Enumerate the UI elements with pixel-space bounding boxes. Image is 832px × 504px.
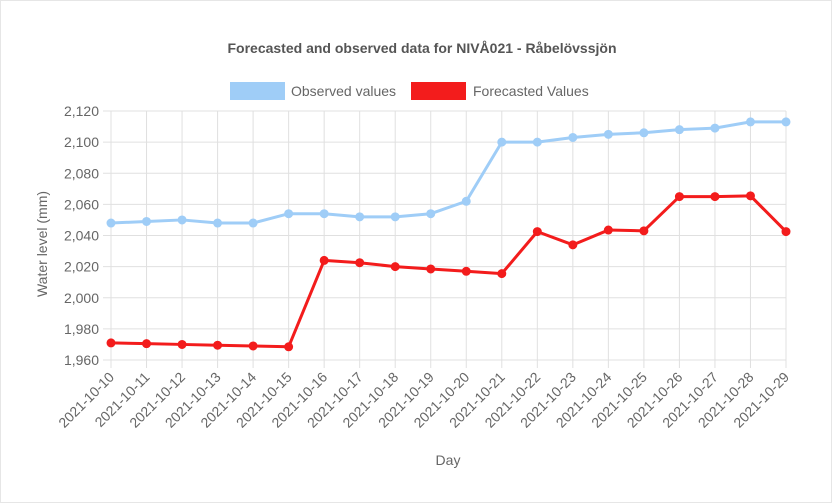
y-axis-title: Water level (mm) [34,191,50,297]
data-point[interactable] [603,225,613,235]
data-point[interactable] [532,227,542,237]
data-point[interactable] [639,128,649,138]
y-tick-label: 2,000 [64,290,99,306]
data-point[interactable] [745,191,755,201]
data-point[interactable] [106,338,116,348]
data-point[interactable] [710,123,720,133]
data-point[interactable] [497,269,507,279]
data-point[interactable] [142,339,152,349]
data-point[interactable] [177,339,187,349]
y-tick-label: 2,120 [64,103,99,119]
data-point[interactable] [639,226,649,236]
data-point[interactable] [461,266,471,276]
legend-swatch-forecasted[interactable] [411,82,466,100]
y-tick-label: 2,080 [64,165,99,181]
data-point[interactable] [674,125,684,135]
x-axis-title: Day [436,452,461,468]
data-point[interactable] [390,262,400,272]
data-point[interactable] [781,117,791,127]
data-point[interactable] [248,341,258,351]
y-tick-label: 2,040 [64,228,99,244]
legend-label-forecasted[interactable]: Forecasted Values [473,83,589,99]
series-observed [106,117,791,228]
data-point[interactable] [248,218,258,228]
legend[interactable]: Observed values Forecasted Values [230,82,589,100]
chart-title: Forecasted and observed data for NIVÅ021… [227,40,616,56]
data-point[interactable] [674,192,684,202]
data-point[interactable] [781,227,791,237]
data-point[interactable] [461,196,471,206]
y-axis-ticks: 1,960 1,980 2,000 2,020 2,040 2,060 2,080 2,100… [64,103,99,368]
series-forecasted [106,191,791,352]
legend-swatch-observed[interactable] [230,82,285,100]
x-gridlines [110,111,787,368]
data-point[interactable] [745,117,755,127]
data-point[interactable] [284,209,294,219]
series-layer [106,117,791,352]
data-point[interactable] [213,340,223,350]
data-point[interactable] [426,209,436,219]
data-point[interactable] [497,137,507,147]
data-point[interactable] [142,216,152,226]
data-point[interactable] [319,209,329,219]
y-tick-label: 1,980 [64,321,99,337]
data-point[interactable] [390,212,400,222]
data-point[interactable] [568,132,578,142]
y-tick-label: 2,020 [64,259,99,275]
data-point[interactable] [319,255,329,265]
data-point[interactable] [177,215,187,225]
legend-label-observed[interactable]: Observed values [291,83,396,99]
data-point[interactable] [603,129,613,139]
y-gridlines [103,110,786,361]
series-line [110,194,788,349]
data-point[interactable] [355,212,365,222]
data-point[interactable] [426,264,436,274]
data-point[interactable] [213,218,223,228]
data-point[interactable] [532,137,542,147]
data-point[interactable] [710,192,720,202]
data-point[interactable] [106,218,116,228]
y-tick-label: 1,960 [64,352,99,368]
y-tick-label: 2,060 [64,196,99,212]
x-axis-ticks: 2021-10-102021-10-112021-10-122021-10-13… [55,369,792,431]
y-tick-label: 2,100 [64,134,99,150]
data-point[interactable] [355,258,365,268]
data-point[interactable] [284,342,294,352]
series-line [110,120,786,225]
data-point[interactable] [568,240,578,250]
